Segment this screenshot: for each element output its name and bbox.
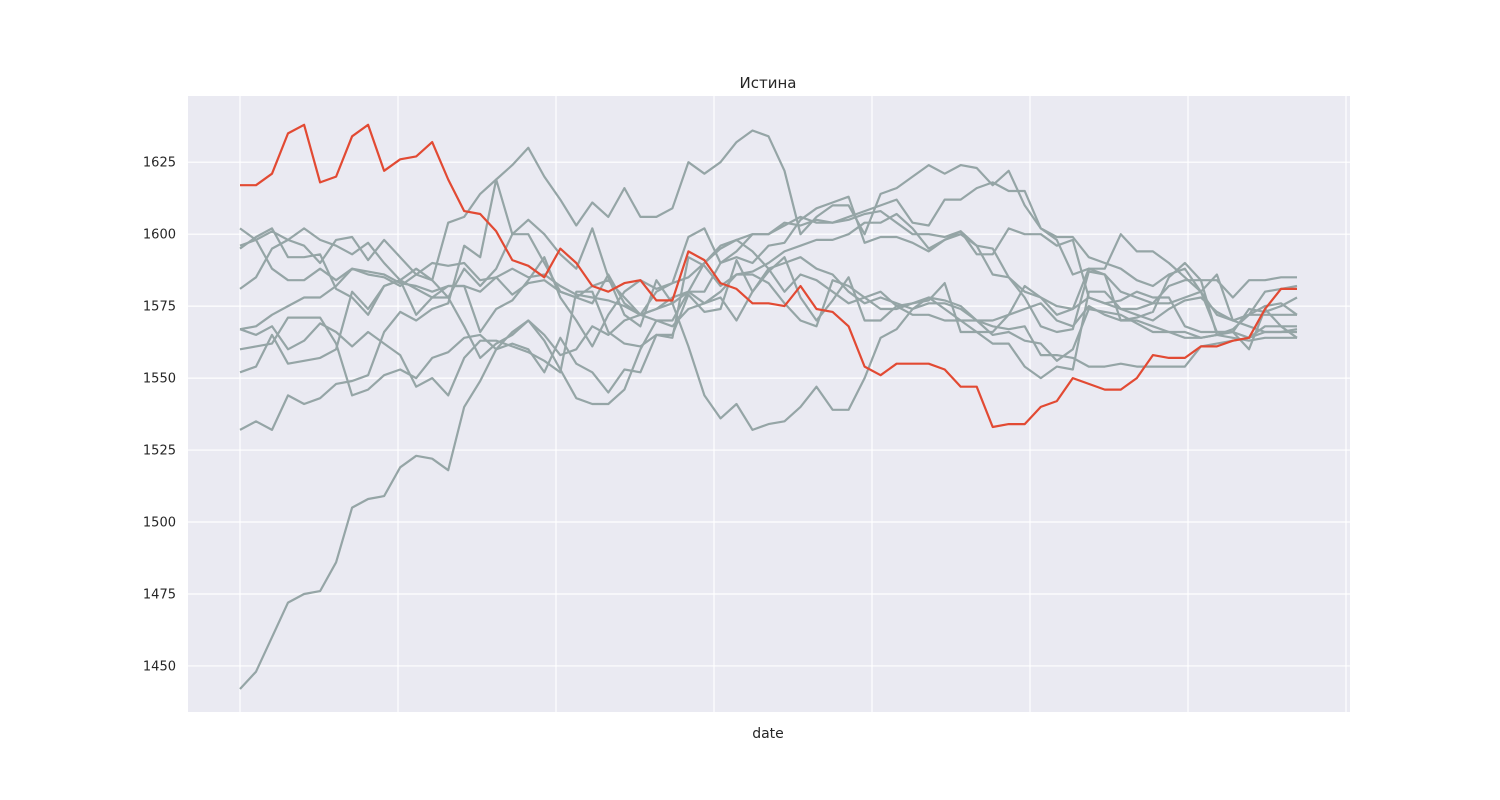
y-tick-labels: 1450 1475 1500 1525 1550 1575 1600 1625 [143,156,176,675]
y-tick-label: 1475 [143,587,176,602]
y-tick-label: 1525 [143,444,176,459]
y-tick-label: 1600 [143,228,176,243]
x-axis-label: date [752,726,784,742]
y-tick-label: 1625 [143,156,176,171]
y-tick-label: 1550 [143,372,176,387]
chart-title: Истина [740,74,797,92]
y-tick-label: 1450 [143,659,176,674]
plot-background [188,96,1350,712]
y-tick-label: 1575 [143,300,176,315]
y-tick-label: 1500 [143,516,176,531]
